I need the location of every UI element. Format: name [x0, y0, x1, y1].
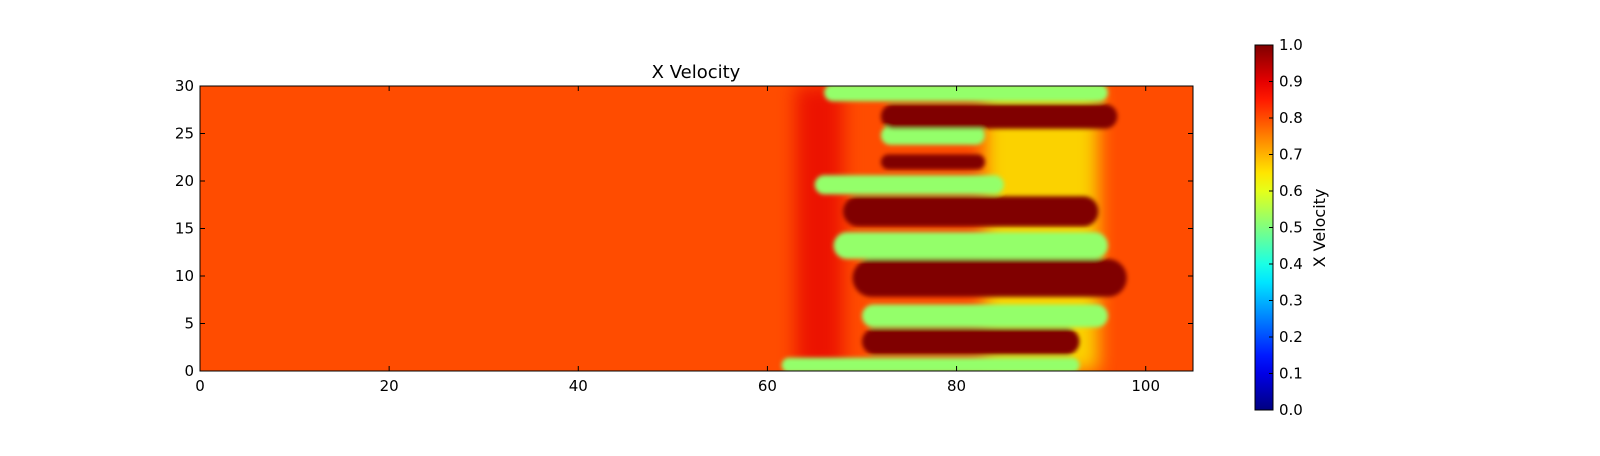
- colorbar-tick-label: 0.4: [1279, 255, 1303, 273]
- heatmap-region: [795, 86, 844, 371]
- heatmap-streaks: [781, 86, 1127, 371]
- heatmap-streak: [843, 196, 1099, 227]
- x-tick-label: 0: [195, 377, 205, 395]
- x-tick-label: 60: [758, 377, 777, 395]
- heatmap-streak: [862, 328, 1080, 355]
- chart-title: X Velocity: [652, 62, 741, 83]
- colorbar-tick-label: 0.6: [1279, 182, 1303, 200]
- colorbar-tick-label: 0.3: [1279, 292, 1303, 310]
- y-tick-label: 20: [175, 172, 194, 190]
- colorbar-tick-label: 1.0: [1279, 36, 1303, 54]
- colorbar-tick-label: 0.1: [1279, 365, 1303, 383]
- heatmap-streak: [862, 304, 1108, 328]
- heatmap-streak: [781, 357, 1080, 371]
- colorbar-tick-label: 0.9: [1279, 73, 1303, 91]
- y-tick-label: 0: [184, 362, 194, 380]
- x-tick-label: 20: [380, 377, 399, 395]
- heatmap-streak: [814, 175, 1004, 195]
- colorbar-tick-label: 0.2: [1279, 328, 1303, 346]
- y-tick-label: 15: [175, 220, 194, 238]
- colorbar-tick-label: 0.5: [1279, 219, 1303, 237]
- heatmap-streak: [852, 258, 1127, 297]
- x-axis: 0 20 40 60 80 100: [195, 86, 1160, 395]
- y-tick-label: 5: [184, 315, 194, 333]
- heatmap-streak: [880, 125, 985, 145]
- colorbar-tick-label: 0.0: [1279, 401, 1303, 419]
- colorbar-ticks: 0.0 0.1 0.2 0.3 0.4 0.5 0.6 0.7 0.8 0.9 1.0: [1269, 36, 1303, 419]
- heatmap-area: [200, 86, 1193, 371]
- heatmap-streak: [824, 86, 1108, 102]
- heatmap-streak: [833, 232, 1108, 259]
- heatmap-streak: [880, 154, 985, 170]
- colorbar-label: X Velocity: [1310, 189, 1329, 268]
- x-tick-label: 80: [947, 377, 966, 395]
- y-tick-label: 25: [175, 125, 194, 143]
- colorbar-tick-label: 0.8: [1279, 109, 1303, 127]
- y-tick-label: 30: [175, 77, 194, 95]
- heatmap-streak: [880, 104, 1118, 129]
- y-tick-label: 10: [175, 267, 194, 285]
- y-axis: 0 5 10 15 20 25 30: [175, 77, 1193, 380]
- x-tick-label: 100: [1131, 377, 1160, 395]
- colorbar: 0.0 0.1 0.2 0.3 0.4 0.5 0.6 0.7 0.8 0.9 1.0 X Velo…: [1254, 36, 1329, 419]
- colorbar-tick-label: 0.7: [1279, 146, 1303, 164]
- x-tick-label: 40: [569, 377, 588, 395]
